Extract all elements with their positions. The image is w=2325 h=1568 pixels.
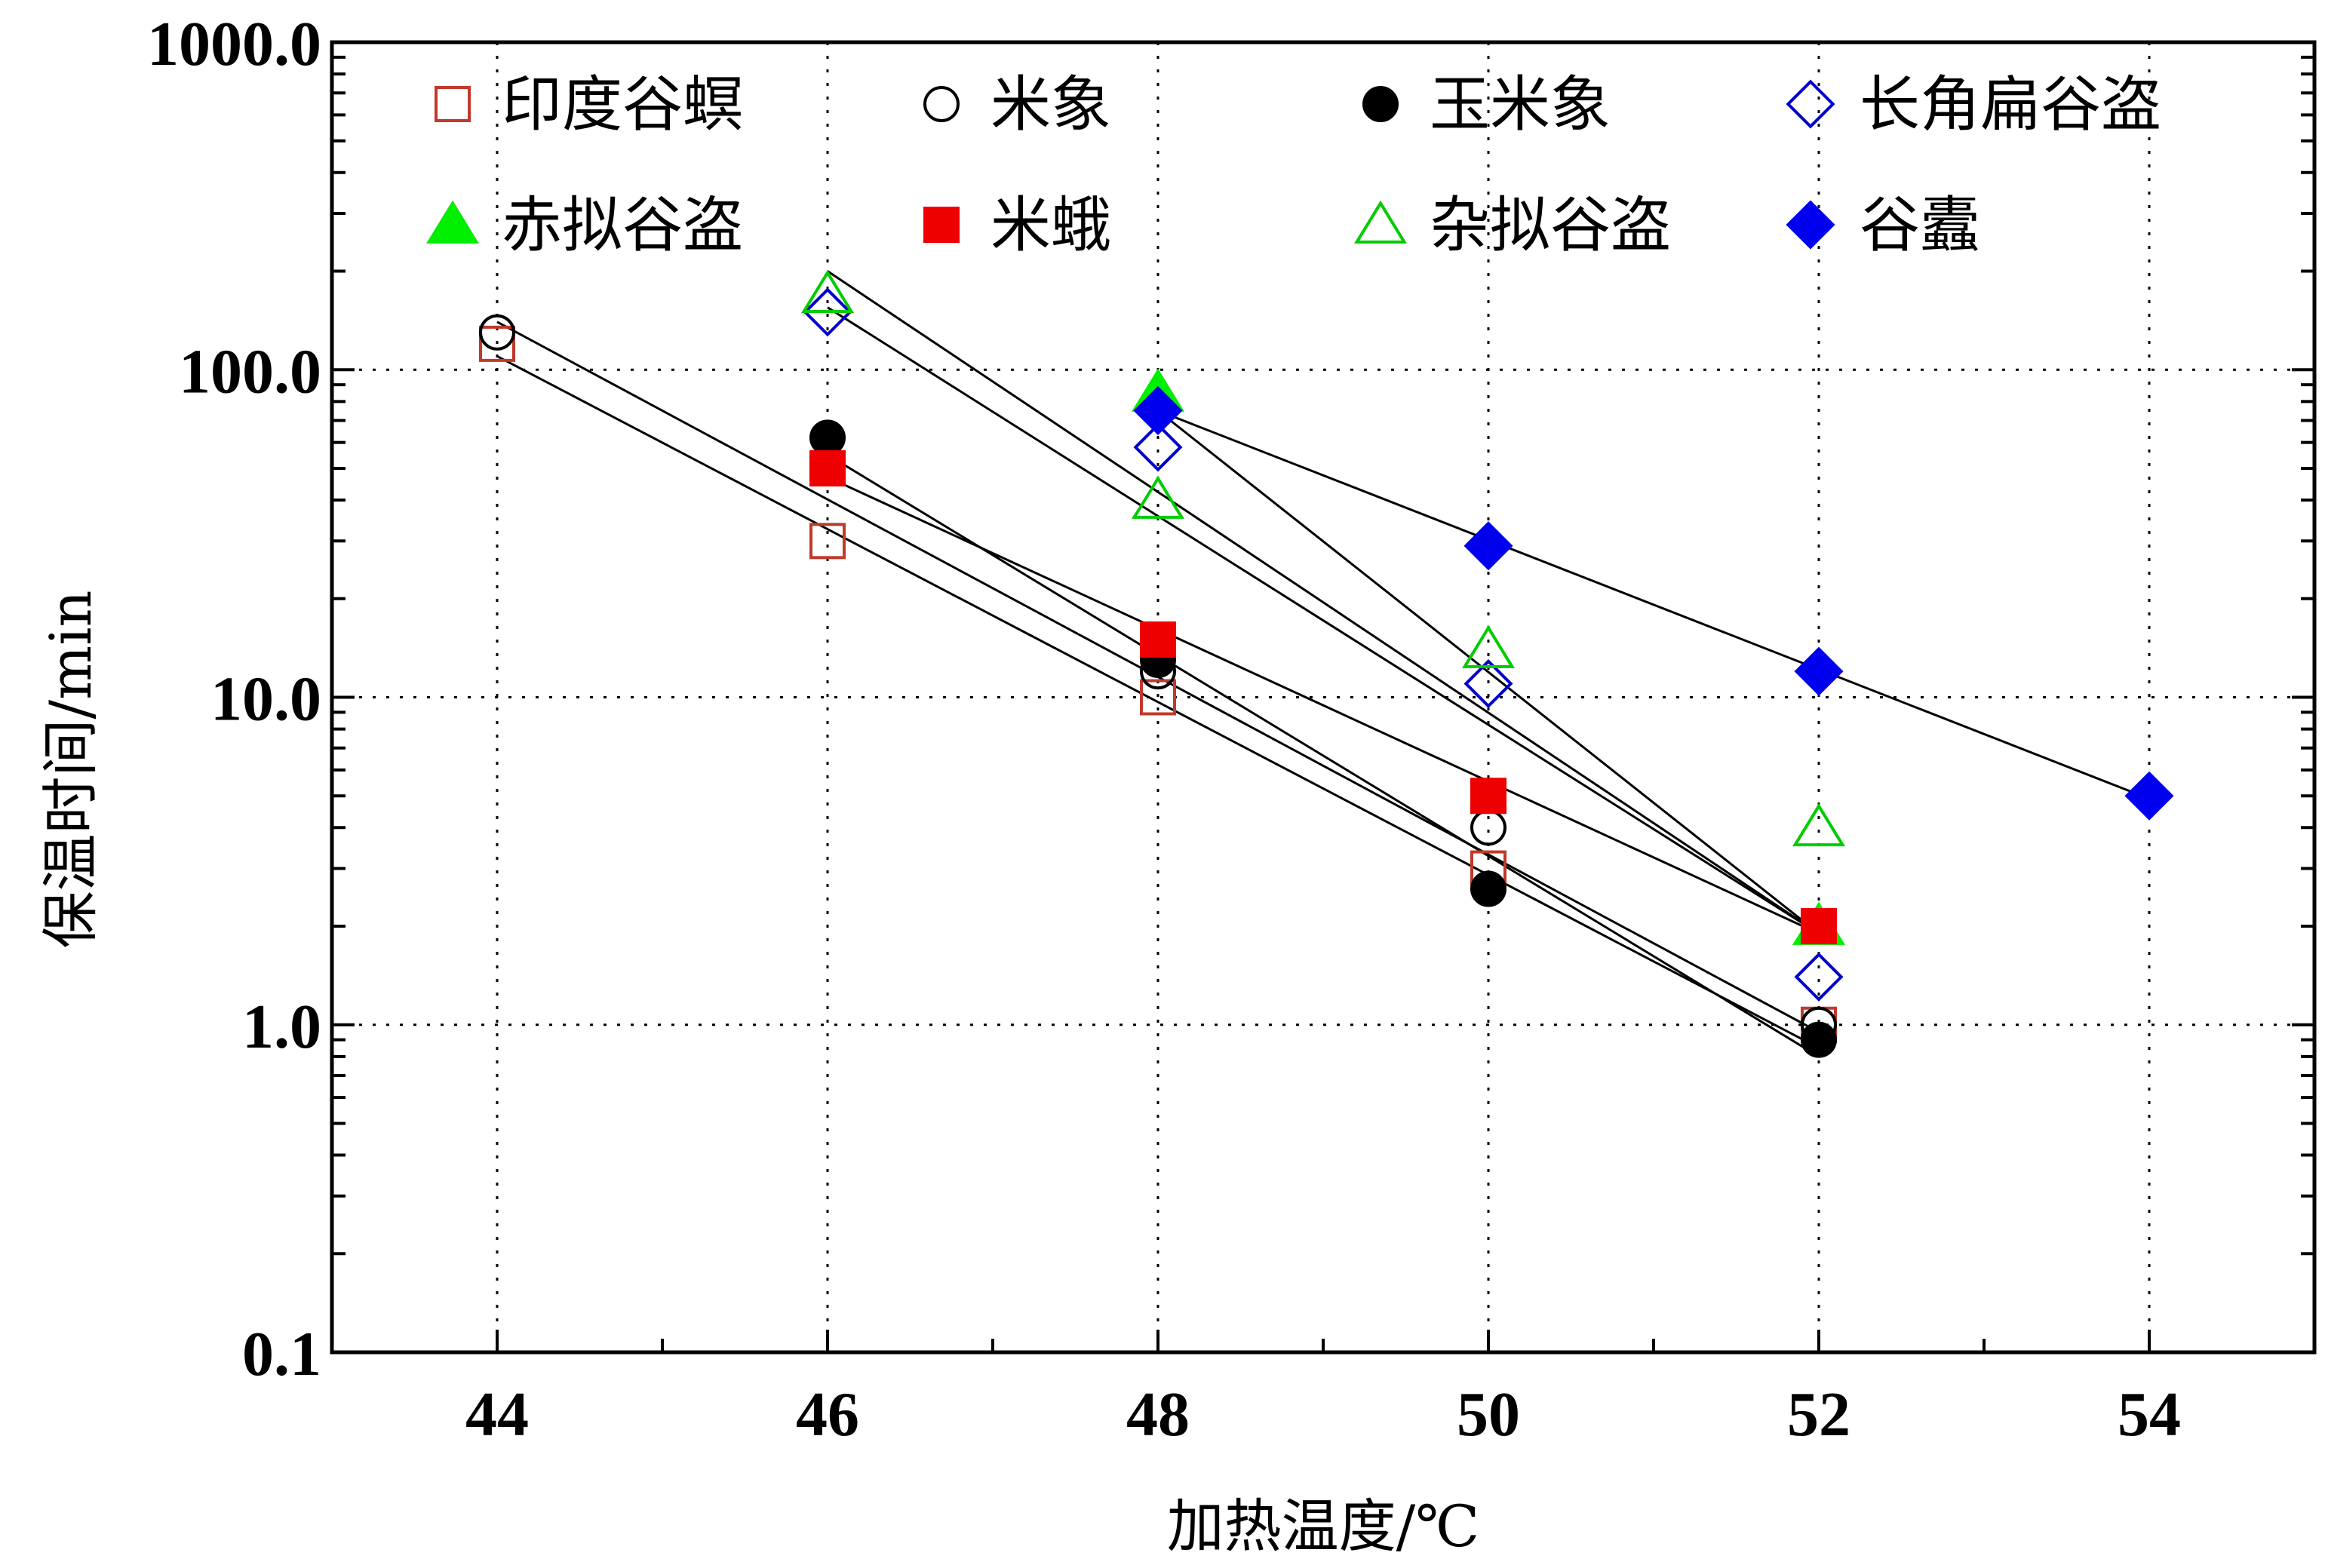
y-tick-label: 1.0 [242, 992, 321, 1062]
legend-marker [923, 86, 960, 122]
x-tick-label: 46 [796, 1379, 859, 1450]
y-axis-title: 保温时间/min [37, 591, 104, 949]
fit-line [827, 453, 1820, 1058]
data-point [1463, 658, 1513, 709]
x-tick-labels: 44 46 48 50 52 54 [465, 1379, 2181, 1450]
x-tick-label: 50 [1457, 1379, 1520, 1450]
grid-lines [332, 42, 2314, 1352]
data-point [1794, 952, 1844, 1002]
fit-line [1157, 410, 2150, 800]
legend-marker [1353, 200, 1408, 244]
data-point [1792, 802, 1846, 847]
data-point [1470, 870, 1506, 907]
legend-marker [425, 200, 480, 244]
legend-marker [1786, 200, 1835, 250]
data-point [803, 287, 852, 337]
legend-marker [435, 86, 471, 122]
x-axis-title: 加热温度/℃ [1167, 1493, 1480, 1560]
fit-line [496, 354, 1820, 1049]
data-point [479, 314, 515, 351]
data-point [1133, 385, 1183, 436]
axis-ticks [330, 41, 2316, 1354]
legend-label: 米蛾 [991, 190, 1111, 260]
data-point [809, 450, 846, 486]
fit-line [1157, 410, 1820, 934]
data-point [809, 523, 846, 560]
x-tick-label: 54 [2118, 1379, 2181, 1450]
legend-label: 赤拟谷盗 [502, 190, 743, 260]
legend-label: 米象 [991, 69, 1111, 140]
legend-label: 长角扁谷盗 [1860, 69, 2161, 140]
fit-line [827, 306, 1820, 934]
y-tick-label: 100.0 [179, 336, 321, 407]
data-point [800, 269, 855, 314]
data-point [1470, 778, 1506, 815]
data-points [479, 269, 2174, 1058]
legend-label: 印度谷螟 [502, 69, 743, 140]
y-tick-label: 10.0 [210, 664, 321, 735]
fit-line [827, 270, 1820, 934]
data-point [1463, 521, 1513, 571]
legend-marker [1786, 79, 1835, 129]
legend-label: 谷蠹 [1860, 190, 1980, 260]
data-point [1131, 475, 1185, 519]
legend-marker [1362, 86, 1399, 122]
data-point [479, 325, 515, 362]
x-tick-label: 44 [465, 1379, 529, 1450]
data-point [1461, 624, 1516, 668]
legend-label: 玉米象 [1430, 69, 1611, 140]
data-point [2124, 771, 2174, 821]
legend-label: 杂拟谷盗 [1430, 190, 1671, 260]
data-point [1133, 422, 1183, 472]
data-point [809, 419, 846, 456]
data-point [1140, 679, 1176, 716]
legend-marker [923, 207, 960, 243]
data-point [1470, 809, 1506, 846]
data-point [1794, 646, 1844, 696]
data-point [1801, 908, 1837, 945]
fit-lines [496, 270, 2150, 1058]
data-point [1140, 621, 1176, 658]
y-tick-label: 1000.0 [147, 9, 321, 79]
y-tick-label: 0.1 [242, 1319, 321, 1389]
data-point [1801, 1021, 1837, 1058]
y-tick-labels: 0.1 1.0 10.0 100.0 1000.0 [147, 9, 321, 1389]
x-tick-label: 52 [1787, 1379, 1850, 1450]
fit-line [827, 476, 1820, 935]
x-tick-label: 48 [1126, 1379, 1190, 1450]
